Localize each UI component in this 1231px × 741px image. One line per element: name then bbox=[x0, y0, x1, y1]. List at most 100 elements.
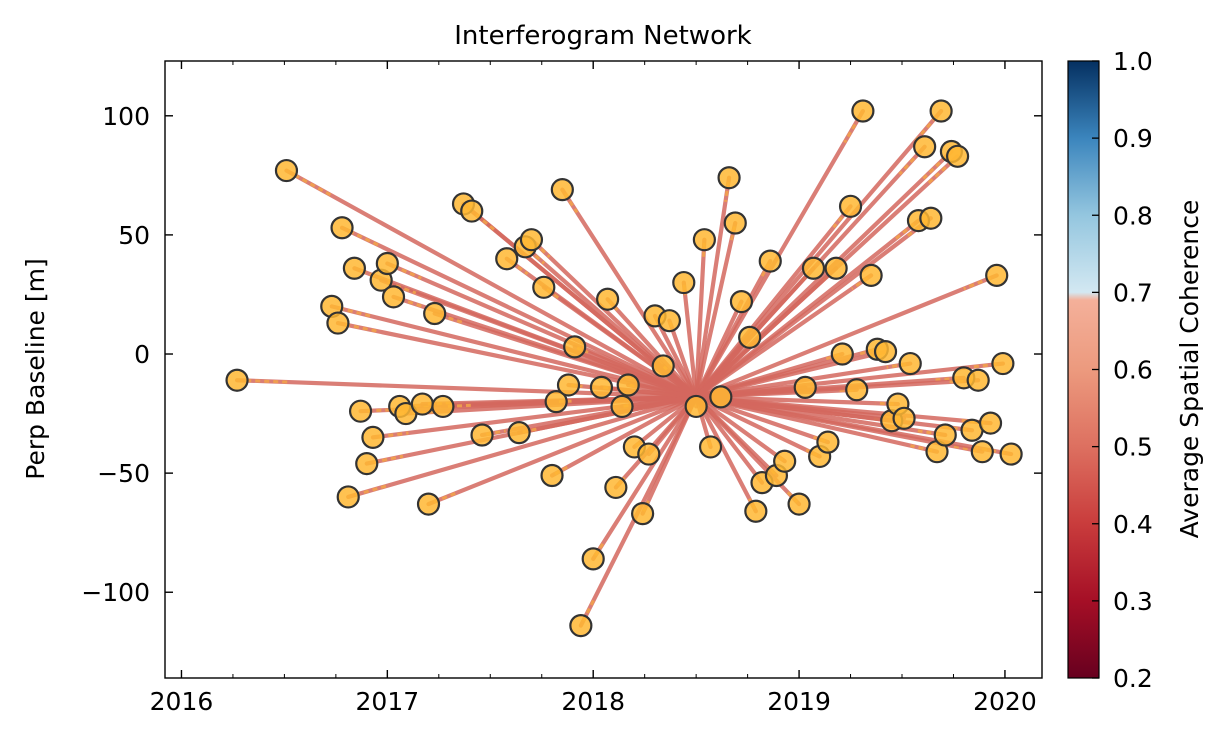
colorbar-tick-label: 0.9 bbox=[1113, 124, 1153, 153]
acquisition-point bbox=[532, 275, 556, 299]
plot-area: 2016 2017 2018 2019 2020 −100 −50 0 50 100 bbox=[81, 60, 1043, 716]
acquisition-point bbox=[717, 166, 741, 190]
acquisition-point bbox=[672, 270, 696, 295]
acquisition-point bbox=[544, 390, 568, 414]
acquisition-point bbox=[589, 375, 614, 399]
acquisition-point bbox=[569, 613, 593, 638]
acquisition-point bbox=[563, 335, 587, 359]
colorbar-tick-label: 1.0 bbox=[1113, 47, 1153, 76]
x-tick-label: 2018 bbox=[561, 687, 625, 716]
acquisition-point bbox=[978, 411, 1003, 435]
acquisition-point bbox=[845, 378, 869, 402]
network-edge bbox=[234, 378, 699, 399]
acquisition-point bbox=[773, 449, 797, 473]
acquisition-point bbox=[342, 256, 366, 280]
colorbar-tick-label: 0.2 bbox=[1113, 664, 1153, 693]
colorbar-tick-label: 0.6 bbox=[1113, 356, 1153, 385]
acquisition-point bbox=[824, 256, 848, 280]
x-tick-label: 2016 bbox=[150, 687, 214, 716]
network-edge bbox=[694, 108, 865, 399]
acquisition-point bbox=[556, 373, 581, 397]
network-edge bbox=[432, 311, 699, 399]
acquisition-point bbox=[416, 492, 441, 516]
colorbar-tick-label: 0.8 bbox=[1113, 201, 1153, 230]
acquisition-point bbox=[326, 311, 350, 335]
colorbar-tick-label: 0.7 bbox=[1113, 278, 1153, 307]
acquisition-point bbox=[929, 99, 953, 123]
colorbar-tick-label: 0.5 bbox=[1113, 433, 1153, 462]
network-edge bbox=[426, 394, 699, 507]
acquisition-point bbox=[604, 475, 628, 500]
network-edge-dash bbox=[246, 379, 288, 384]
acquisition-point bbox=[738, 325, 762, 349]
acquisition-point bbox=[651, 354, 675, 378]
y-axis-label: Perp Baseline [m] bbox=[21, 258, 50, 479]
y-tick-label: −50 bbox=[97, 459, 150, 488]
acquisition-point bbox=[637, 442, 661, 466]
acquisition-point bbox=[723, 211, 747, 235]
network-edge bbox=[516, 394, 699, 435]
x-tick-label: 2017 bbox=[356, 687, 420, 716]
acquisition-point bbox=[838, 194, 863, 218]
acquisition-point bbox=[919, 206, 943, 230]
network-edge bbox=[694, 273, 999, 399]
acquisition-point bbox=[355, 451, 379, 476]
acquisition-point bbox=[460, 199, 484, 223]
x-tick-label: 2020 bbox=[973, 687, 1037, 716]
acquisition-point bbox=[507, 421, 531, 445]
acquisition-point bbox=[375, 251, 399, 276]
network-edge-dash bbox=[293, 173, 333, 197]
network-edge bbox=[694, 394, 787, 464]
acquisition-point bbox=[596, 287, 620, 311]
acquisition-point bbox=[410, 392, 434, 416]
x-axis-ticks: 2016 2017 2018 2019 2020 bbox=[150, 61, 1037, 716]
acquisition-point bbox=[801, 256, 826, 280]
network-edge bbox=[694, 175, 732, 399]
acquisition-point bbox=[851, 99, 875, 123]
acquisition-point bbox=[550, 178, 574, 202]
acquisition-point bbox=[519, 228, 544, 252]
acquisition-point bbox=[540, 463, 564, 488]
acquisition-point bbox=[945, 144, 970, 168]
network-edge bbox=[667, 318, 699, 399]
chart-title: Interferogram Network bbox=[454, 21, 751, 51]
colorbar-tick-label: 0.4 bbox=[1113, 510, 1153, 539]
acquisition-point bbox=[793, 375, 817, 399]
acquisition-point bbox=[692, 228, 716, 252]
acquisition-point bbox=[830, 342, 854, 366]
acquisition-point bbox=[330, 216, 354, 240]
network-edges bbox=[234, 108, 1014, 628]
acquisition-point bbox=[787, 492, 811, 516]
network-edge bbox=[591, 394, 699, 561]
colorbar-tick-label: 0.3 bbox=[1113, 587, 1153, 616]
acquisition-point bbox=[698, 435, 723, 459]
network-edge-dash bbox=[344, 323, 378, 333]
network-edge bbox=[694, 220, 738, 399]
plot-frame bbox=[164, 60, 1043, 679]
acquisition-point bbox=[423, 301, 447, 326]
acquisition-point bbox=[631, 502, 655, 526]
acquisition-point bbox=[999, 442, 1023, 466]
colorbar-ticks: 0.2 0.3 0.4 0.5 0.6 0.7 0.8 0.9 1.0 bbox=[1092, 47, 1153, 693]
network-edge-dash bbox=[348, 229, 382, 248]
acquisition-point bbox=[581, 547, 605, 571]
y-tick-label: 0 bbox=[134, 340, 150, 369]
network-edge bbox=[572, 344, 699, 399]
network-edge bbox=[619, 394, 699, 409]
network-edge bbox=[681, 280, 699, 399]
acquisition-point bbox=[898, 351, 922, 376]
acquisition-point bbox=[892, 406, 916, 430]
colorbar: 0.2 0.3 0.4 0.5 0.6 0.7 0.8 0.9 1.0 Average Spat… bbox=[1067, 47, 1204, 693]
x-tick-label: 2019 bbox=[767, 687, 831, 716]
y-tick-label: 100 bbox=[102, 102, 150, 131]
y-axis-ticks: −100 −50 0 50 100 bbox=[81, 102, 1042, 607]
acquisition-point bbox=[470, 423, 494, 447]
network-edge bbox=[346, 394, 699, 500]
y-tick-label: −100 bbox=[81, 578, 150, 607]
acquisition-point bbox=[274, 158, 299, 183]
network-edge bbox=[694, 394, 758, 514]
acquisition-point bbox=[616, 373, 640, 397]
network-edge bbox=[694, 108, 944, 399]
network-edge bbox=[549, 394, 699, 478]
